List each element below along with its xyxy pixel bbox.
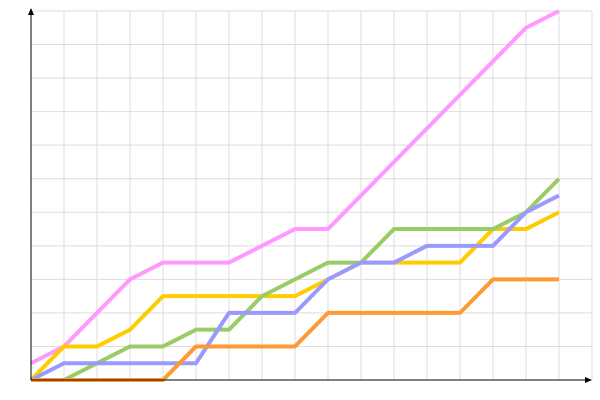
series-line [29,210,560,382]
lines [29,9,561,382]
series-line [31,177,561,382]
axes [28,8,592,383]
x-axis-arrow [585,377,592,383]
series-line [30,193,560,382]
series-line [30,9,560,366]
y-axis-arrow [28,8,34,15]
grid [30,10,593,381]
